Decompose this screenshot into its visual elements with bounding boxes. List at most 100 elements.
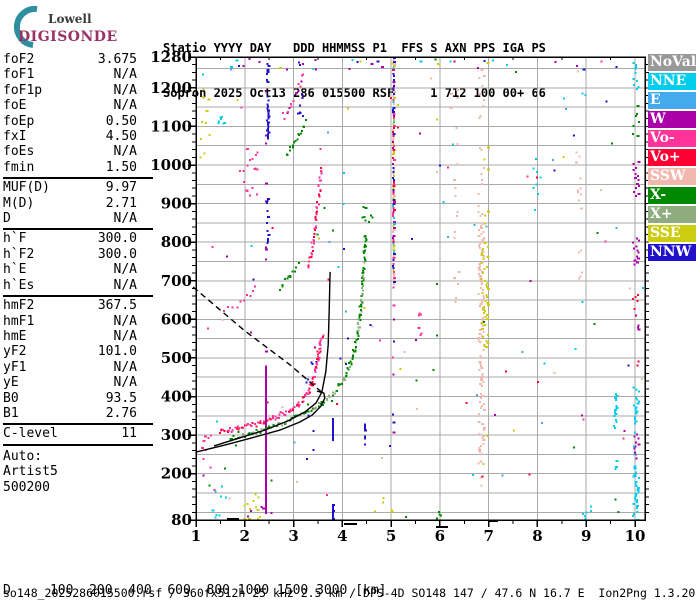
param-value: N/A [113, 328, 137, 344]
param-label: h`F2 [3, 246, 35, 262]
param-value: 101.0 [97, 344, 137, 360]
param-label: fxI [3, 129, 27, 145]
param-value: N/A [113, 144, 137, 160]
param-value: 3.675 [97, 52, 137, 67]
y-tick-label: 700 [161, 272, 192, 290]
y-tick-label: 900 [161, 195, 192, 213]
param-label: foF1p [3, 82, 43, 98]
param-label: yE [3, 375, 19, 391]
param-row: foEs N/A [3, 144, 153, 159]
param-row: h`E N/A [3, 262, 153, 277]
lowell-digisonde-logo: Lowell DIGISONDE [13, 5, 118, 48]
param-row: h`F2 300.0 [3, 247, 153, 262]
param-row: hmE N/A [3, 329, 153, 344]
param-row: M(D) 2.71 [3, 196, 153, 211]
d-scale-row: D 100 200 400 600 800 1000 1500 3000 [km… [3, 583, 387, 598]
param-label: foF1 [3, 67, 35, 83]
param-label: B1 [3, 405, 19, 421]
legend-item-sse: SSE [648, 225, 696, 242]
grid [196, 57, 645, 520]
param-row: yF1 N/A [3, 360, 153, 375]
param-value: 300.0 [97, 246, 137, 262]
param-value: N/A [113, 277, 137, 293]
param-value: N/A [113, 211, 137, 227]
logo-lowell-text: Lowell [48, 12, 92, 26]
y-tick-label: 1000 [150, 156, 192, 174]
x-tick-label: 2 [240, 527, 250, 545]
param-row: foF1 N/A [3, 67, 153, 82]
param-row: C-level 11 [3, 426, 153, 441]
legend-item-ssw: SSW [648, 168, 696, 185]
param-row: hmF1 N/A [3, 314, 153, 329]
y-tick-label: 300 [161, 426, 192, 444]
param-label: h`Es [3, 277, 35, 293]
param-label: foEs [3, 144, 35, 160]
param-value: 93.5 [105, 390, 137, 406]
param-label: yF1 [3, 359, 27, 375]
param-row: B0 93.5 [3, 391, 153, 406]
param-value: 1.50 [105, 159, 137, 175]
param-value: 2.71 [105, 195, 137, 211]
param-group: hmF2 367.5 hmF1 N/A hmE N/A yF2 101.0 yF1 N/A yE N/… [3, 295, 153, 423]
param-row: fxI 4.50 [3, 129, 153, 144]
param-group: C-level 11 [3, 423, 153, 446]
param-value: N/A [113, 67, 137, 83]
legend-item-e: E [648, 92, 696, 109]
legend-item-x: X+ [648, 206, 696, 223]
param-row: D N/A [3, 211, 153, 226]
param-value: N/A [113, 98, 137, 114]
param-value: N/A [113, 359, 137, 375]
param-group: foF2 3.675 foF1 N/A foF1p N/A foE N/A foEp 0.50 fx… [3, 51, 153, 177]
param-value: N/A [113, 82, 137, 98]
param-value: N/A [113, 375, 137, 391]
transmission-marker [227, 518, 239, 520]
param-row: fmin 1.50 [3, 160, 153, 175]
param-value: 2.76 [105, 405, 137, 421]
param-row: MUF(D) 9.97 [3, 180, 153, 195]
legend-item-x: X- [648, 187, 696, 204]
y-tick-label: 500 [161, 349, 192, 367]
param-label: hmF1 [3, 313, 35, 329]
x-tick-label: 7 [483, 527, 493, 545]
param-value: 11 [121, 426, 137, 442]
x-tick-label: 9 [581, 527, 591, 545]
extrapolated-profile-dashed [192, 286, 324, 394]
param-label: hmF2 [3, 298, 35, 314]
y-tick-label: 800 [161, 233, 192, 251]
file-info-footer: so148_2025286015500.rsf / 360fx512h 25 k… [3, 586, 696, 600]
y-tick-label: 400 [161, 388, 192, 406]
profile-curves [192, 271, 331, 453]
param-label: hmE [3, 328, 27, 344]
logo-digisonde-text: DIGISONDE [18, 29, 118, 45]
param-label: C-level [3, 426, 58, 442]
x-tick-label: 10 [625, 527, 646, 545]
transmission-marker [344, 523, 357, 525]
legend-item-nne: NNE [648, 73, 696, 90]
param-label: foF2 [3, 52, 35, 67]
direction-color-legend: NoVal NNE E W Vo- Vo+ SSW X- X+ SSE NNW [648, 54, 696, 263]
param-value: 9.97 [105, 180, 137, 196]
param-row: foE N/A [3, 98, 153, 113]
legend-item-nnw: NNW [648, 244, 696, 261]
x-tick-label: 6 [435, 527, 445, 545]
param-value: N/A [113, 313, 137, 329]
autoscaled-profile-solid [213, 271, 331, 447]
param-row: hmF2 367.5 [3, 298, 153, 313]
param-value: 367.5 [97, 298, 137, 314]
param-row: foF1p N/A [3, 83, 153, 98]
legend-item-noval: NoVal [648, 54, 697, 71]
param-row: yF2 101.0 [3, 344, 153, 359]
transmission-curve-hook [195, 390, 326, 453]
param-value: 4.50 [105, 129, 137, 145]
legend-item-vo: Vo- [648, 130, 696, 147]
axes [188, 56, 649, 528]
x-tick-label: 1 [191, 527, 201, 545]
y-tick-label: 600 [161, 310, 192, 328]
param-label: yF2 [3, 344, 27, 360]
param-label: foE [3, 98, 27, 114]
param-row: yE N/A [3, 375, 153, 390]
param-label: D [3, 211, 11, 227]
legend-item-w: W [648, 111, 696, 128]
param-row: h`F 300.0 [3, 231, 153, 246]
